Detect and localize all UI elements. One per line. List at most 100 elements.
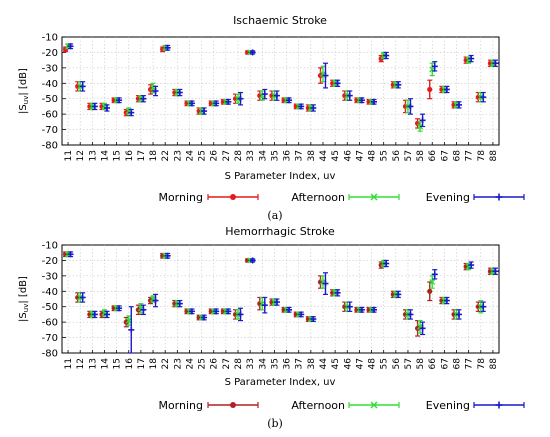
x-tick-label: 34: [258, 358, 268, 370]
legend-marker: [495, 193, 503, 201]
data-point: [67, 43, 74, 50]
x-tick-label: 23: [173, 358, 183, 369]
data-point: [371, 306, 378, 313]
x-tick-label: 46: [343, 150, 353, 162]
chart-title-a: Ischaemic Stroke: [233, 14, 327, 27]
data-point: [79, 83, 86, 90]
data-point-stroke: [137, 305, 144, 312]
x-tick-label: 35: [270, 150, 280, 161]
x-tick-label: 28: [234, 358, 244, 370]
panel-label-a: (a): [267, 209, 282, 222]
x-tick-label: 78: [477, 358, 487, 370]
x-tick-label: 46: [343, 358, 353, 370]
x-tick-labels-a: 11 12 13 14 15 16 17 18 22 23 24 25 26 27 28 33 34 35 36 37…: [64, 150, 499, 162]
x-tick-label: 45: [331, 358, 341, 369]
x-tick-label: 12: [76, 358, 86, 369]
x-tick-label: 14: [100, 150, 110, 162]
data-point: [346, 303, 353, 310]
data-point: [213, 308, 220, 315]
data-point: [237, 311, 244, 318]
data-point: [443, 297, 450, 304]
data-point-stroke: [429, 66, 436, 73]
y-tick-label: -30: [42, 271, 58, 282]
x-tick-label: 58: [416, 358, 426, 370]
y-tick-label: -80: [42, 141, 58, 152]
x-tick-label: 44: [319, 358, 329, 370]
x-tick-label: 13: [88, 150, 98, 161]
x-tick-label: 44: [319, 150, 329, 162]
x-tick-label: 27: [222, 358, 232, 369]
y-tick-label: -60: [42, 110, 58, 121]
x-tick-label: 24: [185, 150, 195, 162]
data-point-stroke: [319, 71, 326, 78]
data-marks-a: [62, 43, 499, 132]
x-tick-label: 77: [465, 358, 475, 369]
data-point: [176, 300, 183, 307]
x-tick-label: 27: [222, 150, 232, 161]
data-point: [164, 44, 171, 51]
x-tick-label: 78: [477, 150, 487, 162]
data-point: [456, 311, 463, 318]
x-tick-label: 26: [210, 150, 220, 162]
data-point: [140, 306, 147, 313]
x-tick-label: 88: [489, 358, 499, 370]
grid-b: [62, 244, 499, 354]
x-tick-label: 56: [392, 150, 402, 162]
data-point: [443, 86, 450, 93]
data-point-stroke: [150, 296, 157, 302]
x-tick-label: 23: [173, 150, 183, 161]
x-tick-label: 66: [428, 150, 438, 162]
data-point: [456, 101, 463, 108]
x-tick-label: 35: [270, 358, 280, 369]
legend-label: Afternoon: [291, 191, 345, 204]
x-tick-label: 22: [161, 358, 171, 369]
x-tick-label: 22: [161, 150, 171, 161]
x-tick-label: 88: [489, 150, 499, 162]
data-point: [213, 100, 220, 107]
x-tick-label: 48: [368, 358, 378, 370]
y-tick-labels-a: -10 -20 -30 -40 -50 -60 -70 -80: [42, 33, 58, 152]
data-point-stroke: [259, 300, 266, 307]
legend-b: Morning Afternoon Evening: [158, 399, 525, 412]
x-axis-label-a: S Parameter Index, uv: [225, 171, 336, 182]
y-tick-label: -60: [42, 318, 58, 329]
data-point: [103, 311, 110, 318]
y-axis-label-b: |Suv| [dB]: [18, 276, 30, 322]
data-point: [431, 271, 438, 278]
data-point: [395, 81, 402, 88]
data-point: [201, 314, 208, 321]
y-tick-label: -20: [42, 256, 58, 267]
legend-label: Morning: [158, 399, 203, 412]
legend-marker: [230, 194, 236, 200]
data-point: [322, 72, 329, 79]
data-point: [225, 98, 232, 105]
x-tick-label: 18: [149, 150, 159, 162]
data-point: [298, 311, 305, 318]
data-point: [371, 98, 378, 105]
y-tick-label: -10: [42, 33, 58, 44]
data-point: [188, 100, 195, 107]
data-point: [334, 289, 341, 296]
data-point: [140, 95, 147, 102]
data-point: [67, 251, 74, 258]
data-point: [383, 260, 390, 267]
data-point: [322, 280, 329, 287]
x-tick-label: 36: [283, 358, 293, 370]
data-point: [407, 311, 414, 318]
data-point: [298, 103, 305, 110]
data-point: [419, 117, 426, 124]
y-tick-label: -30: [42, 63, 58, 74]
x-tick-label: 13: [88, 358, 98, 369]
data-point: [429, 279, 436, 286]
x-tick-label: 37: [295, 150, 305, 161]
y-tick-label: -70: [42, 125, 58, 136]
y-tick-labels-b: -10 -20 -30 -40 -50 -60 -70 -80: [42, 241, 58, 360]
data-point: [468, 262, 475, 269]
data-point: [79, 294, 86, 301]
x-tick-label: 36: [283, 150, 293, 162]
x-tick-label: 57: [404, 358, 414, 369]
x-tick-label: 18: [149, 358, 159, 370]
y-tick-label: -50: [42, 302, 58, 313]
data-point: [468, 55, 475, 62]
legend-marker: [370, 401, 378, 409]
